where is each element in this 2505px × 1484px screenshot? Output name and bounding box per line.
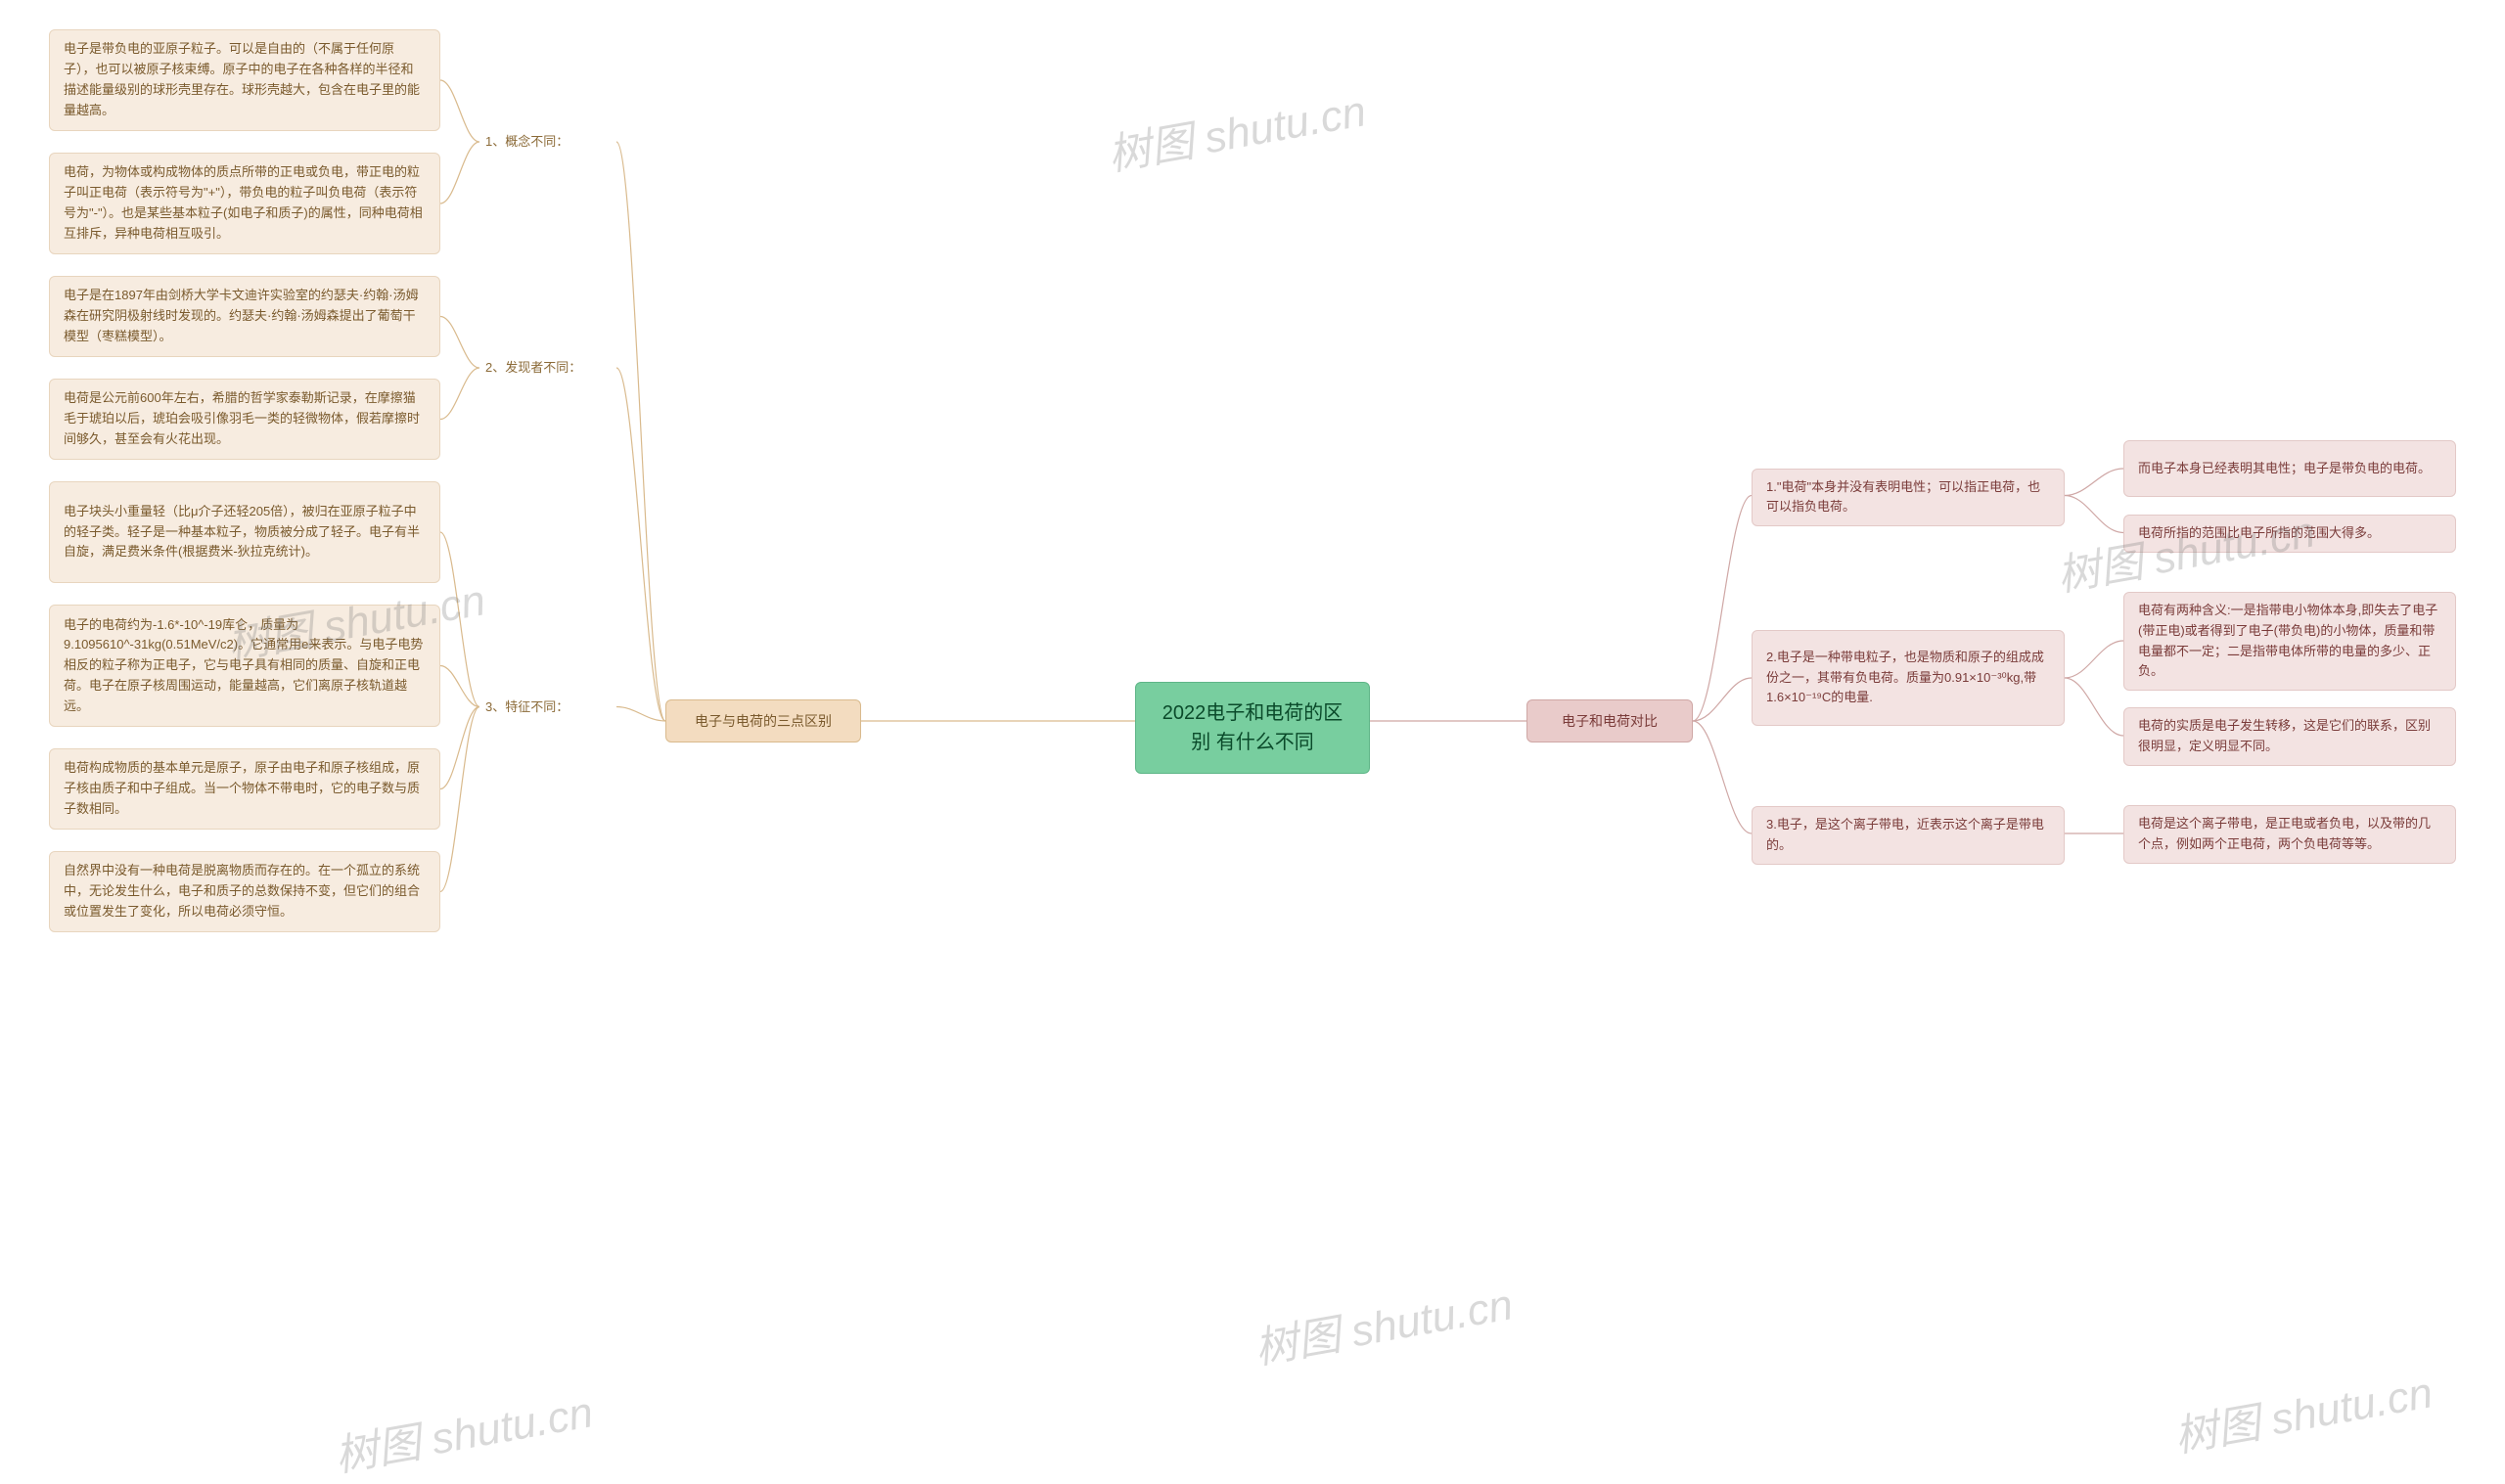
left-leaf: 电子是带负电的亚原子粒子。可以是自由的（不属于任何原子），也可以被原子核束缚。原… [49,29,440,131]
left-leaf: 电荷构成物质的基本单元是原子，原子由电子和原子核组成，原子核由质子和中子组成。当… [49,748,440,830]
left-leaf: 电荷是公元前600年左右，希腊的哲学家泰勒斯记录，在摩擦猫毛于琥珀以后，琥珀会吸… [49,379,440,460]
right-sub-0: 1."电荷"本身并没有表明电性；可以指正电荷，也可以指负电荷。 [1752,469,2065,527]
right-leaf-0-1: 电荷所指的范围比电子所指的范围大得多。 [2123,515,2456,553]
right-leaf-1-1: 电荷的实质是电子发生转移，这是它们的联系，区别很明显，定义明显不同。 [2123,707,2456,766]
watermark: 树图 shutu.cn [1249,1269,1517,1375]
left-leaf: 电子的电荷约为-1.6*-10^-19库仑，质量为9.1095610^-31kg… [49,605,440,727]
right-sub-1: 2.电子是一种带电粒子，也是物质和原子的组成成份之一，其带有负电荷。质量为0.9… [1752,630,2065,726]
left-leaf: 电荷，为物体或构成物体的质点所带的正电或负电，带正电的粒子叫正电荷（表示符号为"… [49,153,440,254]
watermark: 树图 shutu.cn [1102,75,1370,182]
left-sub-2: 3、特征不同： [479,694,616,722]
right-leaf-2-0: 电荷是这个离子带电，是正电或者负电，以及带的几个点，例如两个正电荷，两个负电荷等… [2123,805,2456,864]
left-sub-0: 1、概念不同： [479,128,616,157]
left-leaf: 自然界中没有一种电荷是脱离物质而存在的。在一个孤立的系统中，无论发生什么，电子和… [49,851,440,932]
center-node: 2022电子和电荷的区别 有什么不同 [1135,682,1370,774]
right-leaf-0-0: 而电子本身已经表明其电性；电子是带负电的电荷。 [2123,440,2456,497]
right-leaf-1-0: 电荷有两种含义:一是指带电小物体本身,即失去了电子(带正电)或者得到了电子(带负… [2123,592,2456,691]
right-sub-2: 3.电子，是这个离子带电，近表示这个离子是带电的。 [1752,806,2065,865]
left-branch: 电子与电荷的三点区别 [665,699,861,742]
right-branch: 电子和电荷对比 [1526,699,1693,742]
watermark: 树图 shutu.cn [329,1376,597,1483]
left-leaf: 电子是在1897年由剑桥大学卡文迪许实验室的约瑟夫·约翰·汤姆森在研究阴极射线时… [49,276,440,357]
watermark: 树图 shutu.cn [2168,1357,2437,1463]
left-sub-1: 2、发现者不同： [479,354,616,382]
left-leaf: 电子块头小重量轻（比μ介子还轻205倍），被归在亚原子粒子中的轻子类。轻子是一种… [49,481,440,583]
